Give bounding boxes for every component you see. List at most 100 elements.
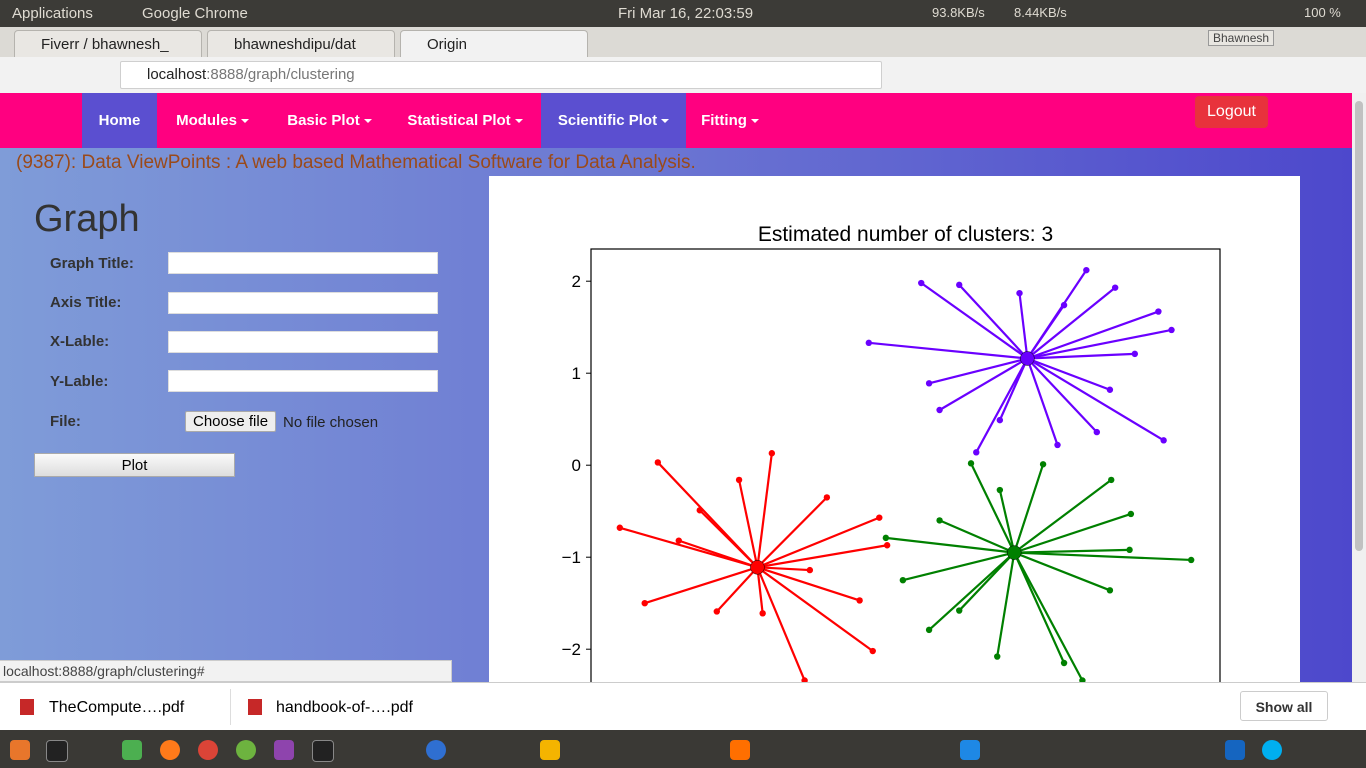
cluster-link [970,462,1016,554]
nav-item[interactable]: Scientific Plot [541,93,686,148]
y-tick-label: −2 [562,640,581,659]
point [956,281,963,289]
point [1016,289,1023,297]
cluster-link [757,544,888,569]
point [1039,461,1047,468]
app-icon[interactable] [46,740,68,762]
point [654,459,662,466]
point [1187,556,1195,564]
point [936,406,943,414]
address-bar[interactable]: localhost:8888/graph/clustering [120,61,882,89]
point [1126,546,1133,554]
download-item[interactable]: handbook-of-….pdf [276,699,413,716]
app-icon[interactable] [10,740,30,760]
cluster-link [1013,551,1111,592]
cluster-link [1026,310,1159,360]
download-bar: TheCompute….pdf handbook-of-….pdf Show a… [0,682,1366,731]
logout-button[interactable]: Logout [1195,96,1268,128]
chart-title: Estimated number of clusters: 3 [758,223,1053,246]
axes-frame [590,248,1221,682]
point [806,566,814,574]
nav-item[interactable]: Modules [160,93,265,148]
app-icon[interactable] [122,740,142,760]
point [1106,587,1114,594]
cluster-link [1013,512,1132,554]
nav-label: Modules [176,112,237,129]
show-all-button[interactable]: Show all [1240,691,1328,721]
point [713,608,720,615]
app-menu[interactable]: Google Chrome [142,5,248,22]
point [759,610,766,617]
point [1079,677,1086,682]
tab[interactable]: Fiverr / bhawnesh_ [14,30,202,57]
nav-item[interactable]: Basic Plot [272,93,387,148]
point [876,514,883,521]
text-input[interactable] [168,370,438,392]
app-icon[interactable] [426,740,446,760]
y-tick-label: −1 [562,548,581,567]
user-badge[interactable]: Bhawnesh [1208,30,1275,46]
cluster-link [757,566,810,572]
point [994,653,1001,660]
file-button[interactable]: Choose file [185,411,277,432]
point [956,607,963,614]
url-path: :8888/graph/clustering [206,66,355,83]
cluster-link [1026,304,1065,360]
text-input[interactable] [168,252,438,274]
app-icon[interactable] [274,740,294,760]
y-tick-label: 1 [572,364,581,383]
app-icon[interactable] [540,740,560,760]
nav-item[interactable]: Home [82,93,157,148]
toolbar: localhost:8888/graph/clustering [0,57,1366,94]
status-bubble: localhost:8888/graph/clustering# [0,660,452,682]
app-icon[interactable] [160,740,180,760]
nav-item[interactable]: Fitting [690,93,770,148]
app-icon[interactable] [312,740,334,762]
app-icon[interactable] [198,740,218,760]
url-host: localhost [147,66,207,83]
app-icon[interactable] [730,740,750,760]
battery[interactable]: 100 % [1304,5,1341,20]
cluster-link [644,566,758,605]
cluster-link [928,551,1016,631]
tab[interactable]: bhawneshdipu/dat [207,30,395,57]
cluster-link [928,357,1028,385]
text-input[interactable] [168,331,438,353]
cluster-link [1026,357,1111,391]
field-label: Graph Title: [50,255,134,272]
content: (9387): Data ViewPoints : A web based Ma… [0,148,1352,682]
scrollbar[interactable] [1352,93,1366,682]
point [1168,326,1175,334]
cluster-link [868,341,1028,360]
app-icon[interactable] [1225,740,1245,760]
download-item[interactable]: TheCompute….pdf [49,699,185,716]
cluster-center [1020,351,1035,366]
point [1127,510,1135,518]
cluster-link [756,566,806,681]
tab[interactable]: Origin [400,30,588,57]
applications-menu[interactable]: Applications [12,5,93,22]
cluster-link [1013,463,1045,553]
app-icon[interactable] [960,740,980,760]
plot-button[interactable]: Plot [34,453,235,477]
cluster-link [998,489,1016,553]
cluster-link [996,552,1016,657]
clock[interactable]: Fri Mar 16, 22:03:59 [618,5,754,22]
app-icon[interactable] [1262,740,1282,760]
point [1131,350,1139,358]
point [918,279,925,287]
cluster-link [939,357,1028,411]
tab-title: Origin [427,36,468,53]
text-input[interactable] [168,292,438,314]
form-heading: Graph [34,198,140,240]
cluster-link [619,526,758,569]
nav-item[interactable]: Statistical Plot [395,93,535,148]
point [925,380,933,387]
point [1060,301,1068,309]
point [883,542,891,549]
app-icon[interactable] [236,740,256,760]
point [735,476,743,484]
chart: Estimated number of clusters: 3 2 1 0 −1 −2 [489,176,1300,682]
cluster-center [1007,545,1022,560]
